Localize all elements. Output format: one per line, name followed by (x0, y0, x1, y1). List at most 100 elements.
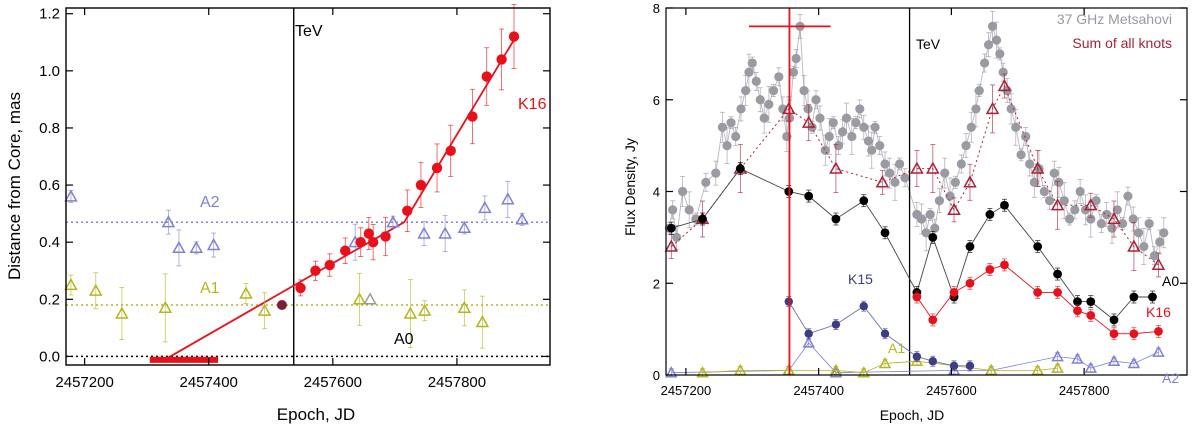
metsahovi-point (863, 136, 874, 146)
metsahovi-point (731, 131, 741, 142)
k15-line (788, 301, 970, 367)
a0-flux-point (965, 242, 975, 251)
k16-flux-point (1154, 327, 1163, 336)
metsahovi-point (824, 131, 834, 142)
metsahovi-point (921, 228, 931, 238)
k16-flux-point (1129, 329, 1139, 339)
metsahovi-point (934, 196, 945, 206)
k16-point (340, 245, 351, 256)
metsahovi-point (945, 191, 955, 201)
metsahovi-point (1139, 241, 1149, 252)
metsahovi-point (677, 186, 688, 197)
k16-fit-line (164, 36, 517, 361)
metsahovi-point (751, 76, 761, 86)
a0-flux-point (1148, 292, 1157, 302)
a2-point (515, 212, 529, 225)
left-tev-label: TeV (295, 23, 323, 40)
metsahovi-point (684, 205, 694, 215)
k16-point (481, 71, 492, 82)
sum-knots-point (985, 101, 1000, 115)
k16-flux-point (1086, 310, 1096, 320)
metsahovi-point (722, 141, 732, 151)
a0-flux-point (1000, 200, 1009, 210)
k16-point (363, 228, 375, 239)
right-ytick-label: 6 (653, 93, 660, 108)
a1-point (352, 292, 367, 305)
sum-knots-point (1030, 161, 1045, 174)
k16-point (431, 162, 443, 174)
metsahovi-point (1128, 214, 1138, 224)
a0-flux-point (735, 164, 745, 173)
right-ytick-label: 8 (653, 1, 660, 16)
right-xtick-label: 2457200 (661, 383, 712, 398)
metsahovi-point (791, 53, 801, 64)
metsahovi-point (811, 95, 821, 105)
left-ytick-label: 0.2 (39, 291, 60, 308)
metsahovi-point (1029, 177, 1039, 187)
k15-point (912, 352, 922, 361)
metsahovi-point (867, 145, 877, 155)
metsahovi-point (744, 67, 754, 77)
a0-flux-point (666, 223, 676, 233)
metsahovi-point (1123, 191, 1133, 201)
a1-point (403, 306, 418, 319)
metsahovi-point (1075, 186, 1085, 197)
a1-point (115, 306, 129, 319)
k16-point (467, 111, 478, 122)
a2-point (206, 238, 221, 251)
right-plot-frame (665, 7, 1188, 376)
metsahovi-point (851, 118, 861, 128)
sum-knots-point (875, 175, 890, 188)
right-ytick-label: 4 (653, 185, 660, 200)
a2-flux-point (1152, 345, 1165, 357)
metsahovi-point (859, 122, 869, 132)
a0-flux-point (1053, 269, 1062, 279)
metsahovi-point (847, 131, 857, 142)
metsahovi-point (895, 159, 905, 169)
metsahovi-point (916, 214, 927, 224)
sum-knots-point (664, 239, 679, 252)
metsahovi-point (1011, 122, 1021, 132)
metsahovi-point (1054, 177, 1064, 187)
a2-flux-point (1051, 350, 1064, 362)
metsahovi-point (1159, 228, 1169, 238)
metsahovi-point (820, 145, 830, 155)
metsahovi-point (837, 127, 848, 137)
left-ytick-label: 0.0 (39, 348, 60, 365)
metsahovi-point (1025, 159, 1035, 169)
a2-point (386, 215, 400, 228)
metsahovi-point (987, 21, 998, 31)
a0-flux-point (698, 214, 707, 224)
right-legend-sum: Sum of all knots (1072, 35, 1172, 51)
right-label-k16: K16 (1146, 304, 1171, 320)
k16-point (415, 179, 427, 191)
metsahovi-point (1155, 237, 1165, 247)
metsahovi-point (966, 122, 976, 132)
k16-point (295, 282, 306, 294)
a0-flux-point (859, 196, 869, 206)
k16-point (367, 236, 379, 248)
sum-knots-point (926, 161, 940, 174)
metsahovi-point (995, 49, 1005, 59)
k16-flux-point (912, 292, 922, 302)
right-label-k15: K15 (848, 271, 873, 287)
metsahovi-point (875, 141, 885, 151)
sum-knots-point (910, 161, 924, 174)
left-xtick-label: 2457400 (180, 374, 238, 391)
right-panel-flux-chart: 2457200 2457400 2457600 2457800 0 2 4 6 8 Epoch,… (622, 1, 1188, 423)
metsahovi-point (961, 141, 971, 151)
k16-point (496, 54, 507, 65)
a1-flux-point (857, 366, 871, 378)
k16-flux-point (1109, 329, 1119, 339)
k15-point (928, 357, 938, 366)
metsahovi-point (930, 223, 940, 233)
metsahovi-point (974, 85, 984, 96)
k16-point (402, 205, 413, 216)
metsahovi-point (747, 58, 757, 68)
metsahovi-point (1006, 104, 1016, 114)
k16-early-point (276, 300, 287, 311)
metsahovi-point (1112, 205, 1122, 215)
sum-knots-line (670, 84, 1159, 266)
left-label-a1: A1 (200, 280, 220, 297)
